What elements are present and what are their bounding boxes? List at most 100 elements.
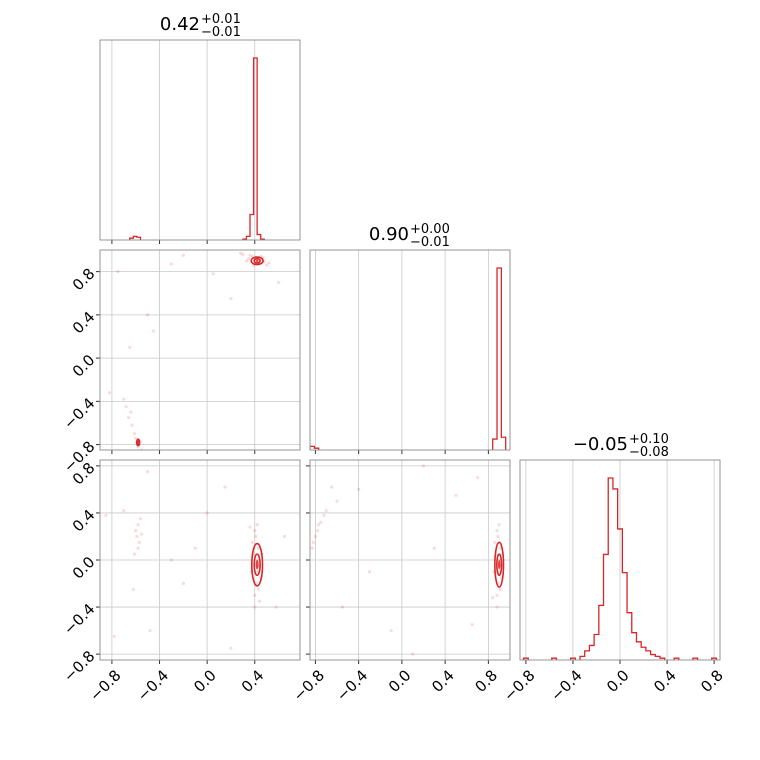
scatter-point-2-0-36 bbox=[104, 513, 108, 517]
panel-content-0-0 bbox=[129, 57, 265, 240]
panel-1-0 bbox=[96, 249, 301, 454]
panel-2-1 bbox=[306, 459, 511, 664]
title-param-1-median: 0.90 bbox=[369, 224, 409, 245]
hist-bin-2-4 bbox=[585, 651, 590, 660]
panels-group: −0.8 −0.4 0.0 0.4 −0.8 −0.4 0.0 0.4 0.8 −0.8 −0.4 0… bbox=[60, 39, 727, 705]
scatter-point-2-0-31 bbox=[205, 511, 209, 515]
scatter-point-2-1-28 bbox=[421, 464, 426, 468]
hist-bin-2-11 bbox=[618, 529, 623, 660]
scatter-point-1-0-40 bbox=[276, 280, 281, 285]
scatter-point-1-0-29 bbox=[129, 410, 133, 414]
scatter-point-1-0-37 bbox=[107, 391, 112, 395]
title-param-2: −0.05 bbox=[573, 434, 628, 455]
x-tick-label-0-1: −0.4 bbox=[134, 666, 172, 704]
title-param-2-plus: +0.10 bbox=[629, 432, 669, 447]
y-tick-label-1-1: −0.4 bbox=[60, 394, 98, 432]
scatter-point-2-1-0 bbox=[495, 593, 499, 597]
hist-bin-2-17 bbox=[646, 651, 651, 660]
hist-bin-2-16 bbox=[641, 647, 646, 660]
scatter-point-2-1-26 bbox=[357, 487, 361, 492]
contour-1-0-2 bbox=[135, 438, 141, 447]
hist-bin-2-5 bbox=[589, 645, 594, 660]
panel-content-1-1 bbox=[310, 267, 507, 450]
axes-frame-0-0 bbox=[99, 39, 301, 241]
scatter-point-2-0-28 bbox=[146, 470, 150, 474]
panel-2-0 bbox=[96, 459, 301, 664]
scatter-point-2-0-13 bbox=[255, 523, 259, 527]
scatter-point-2-1-23 bbox=[322, 513, 326, 517]
scatter-point-2-0-25 bbox=[140, 532, 144, 536]
x-tick-label-1-3: 0.4 bbox=[428, 666, 458, 696]
density-core-2-0-0 bbox=[255, 560, 259, 570]
scatter-point-1-0-27 bbox=[124, 405, 128, 409]
scatter-point-2-1-5 bbox=[496, 534, 500, 539]
density-core-1-0-1 bbox=[137, 440, 140, 445]
scatter-point-2-1-35 bbox=[470, 623, 474, 627]
scatter-point-2-0-16 bbox=[248, 525, 252, 529]
title-param-2-median: −0.05 bbox=[573, 434, 628, 455]
scatter-point-1-0-34 bbox=[181, 253, 185, 258]
hist-bin-2-6 bbox=[594, 635, 599, 660]
scatter-point-2-1-10 bbox=[493, 540, 497, 544]
title-param-0: 0.42 bbox=[160, 14, 200, 35]
hist-bin-2-13 bbox=[627, 613, 632, 660]
scatter-point-2-0-24 bbox=[132, 552, 137, 556]
axes-frame-1-1 bbox=[309, 249, 511, 451]
hist-bin-2-10 bbox=[613, 489, 618, 660]
scatter-point-2-1-29 bbox=[475, 476, 480, 480]
title-param-0-minus: −0.01 bbox=[201, 25, 241, 40]
panel-content-1-0 bbox=[107, 251, 281, 450]
scatter-point-2-0-23 bbox=[138, 517, 143, 521]
contour-2-1-1 bbox=[494, 541, 505, 588]
scatter-point-2-0-21 bbox=[134, 528, 138, 533]
scatter-point-1-0-38 bbox=[229, 297, 233, 301]
scatter-point-2-1-22 bbox=[319, 520, 323, 524]
scatter-point-1-0-35 bbox=[151, 329, 156, 333]
scatter-point-2-0-30 bbox=[181, 581, 185, 586]
scatter-point-2-0-34 bbox=[274, 605, 278, 609]
contour-2-0-1 bbox=[250, 542, 264, 587]
scatter-point-2-1-17 bbox=[313, 534, 318, 539]
scatter-point-2-1-32 bbox=[454, 493, 458, 497]
scatter-point-2-1-25 bbox=[335, 499, 339, 503]
title-param-1-plus: +0.00 bbox=[410, 222, 450, 237]
y-tick-label-1-4: 0.8 bbox=[69, 265, 99, 295]
x-tick-label-2-0: −0.8 bbox=[500, 666, 538, 704]
scatter-point-2-1-13 bbox=[497, 523, 501, 527]
scatter-point-2-0-33 bbox=[223, 485, 227, 489]
hist-bin-2-7 bbox=[599, 605, 604, 660]
scatter-point-2-1-18 bbox=[315, 528, 320, 533]
scatter-point-2-1-16 bbox=[491, 596, 495, 600]
scatter-point-1-0-26 bbox=[126, 415, 131, 420]
panel-2-2 bbox=[519, 459, 721, 664]
y-tick-label-2-0: −0.8 bbox=[60, 647, 98, 685]
scatter-point-1-0-39 bbox=[128, 345, 132, 349]
panel-0-0 bbox=[99, 39, 301, 244]
scatter-point-2-1-31 bbox=[411, 652, 415, 656]
hist-step-2 bbox=[522, 477, 718, 660]
scatter-point-2-0-38 bbox=[193, 546, 197, 550]
scatter-point-2-0-32 bbox=[169, 558, 174, 562]
scatter-point-2-0-5 bbox=[254, 534, 258, 539]
scatter-point-2-1-24 bbox=[324, 508, 328, 513]
x-tick-label-1-1: −0.4 bbox=[333, 666, 371, 704]
scatter-point-1-0-25 bbox=[130, 423, 134, 427]
scatter-point-2-1-19 bbox=[311, 540, 315, 544]
scatter-point-2-1-36 bbox=[330, 485, 334, 489]
scatter-point-2-0-0 bbox=[253, 593, 257, 597]
scatter-point-1-0-10 bbox=[241, 252, 245, 256]
scatter-point-2-0-18 bbox=[136, 523, 140, 527]
panel-content-2-2 bbox=[522, 477, 718, 660]
panel-content-2-1 bbox=[310, 464, 505, 656]
contour-2-0-0 bbox=[253, 553, 261, 577]
scatter-point-2-0-19 bbox=[135, 534, 139, 539]
contour-2-1-0 bbox=[496, 553, 503, 577]
scatter-point-1-0-21 bbox=[134, 436, 138, 440]
scatter-point-2-1-20 bbox=[317, 523, 321, 527]
scatter-point-2-0-17 bbox=[257, 599, 262, 603]
axes-frame-1-0 bbox=[99, 249, 301, 451]
scatter-point-2-0-20 bbox=[137, 540, 141, 544]
scatter-point-2-1-27 bbox=[389, 628, 393, 633]
scatter-point-1-0-33 bbox=[211, 272, 215, 276]
